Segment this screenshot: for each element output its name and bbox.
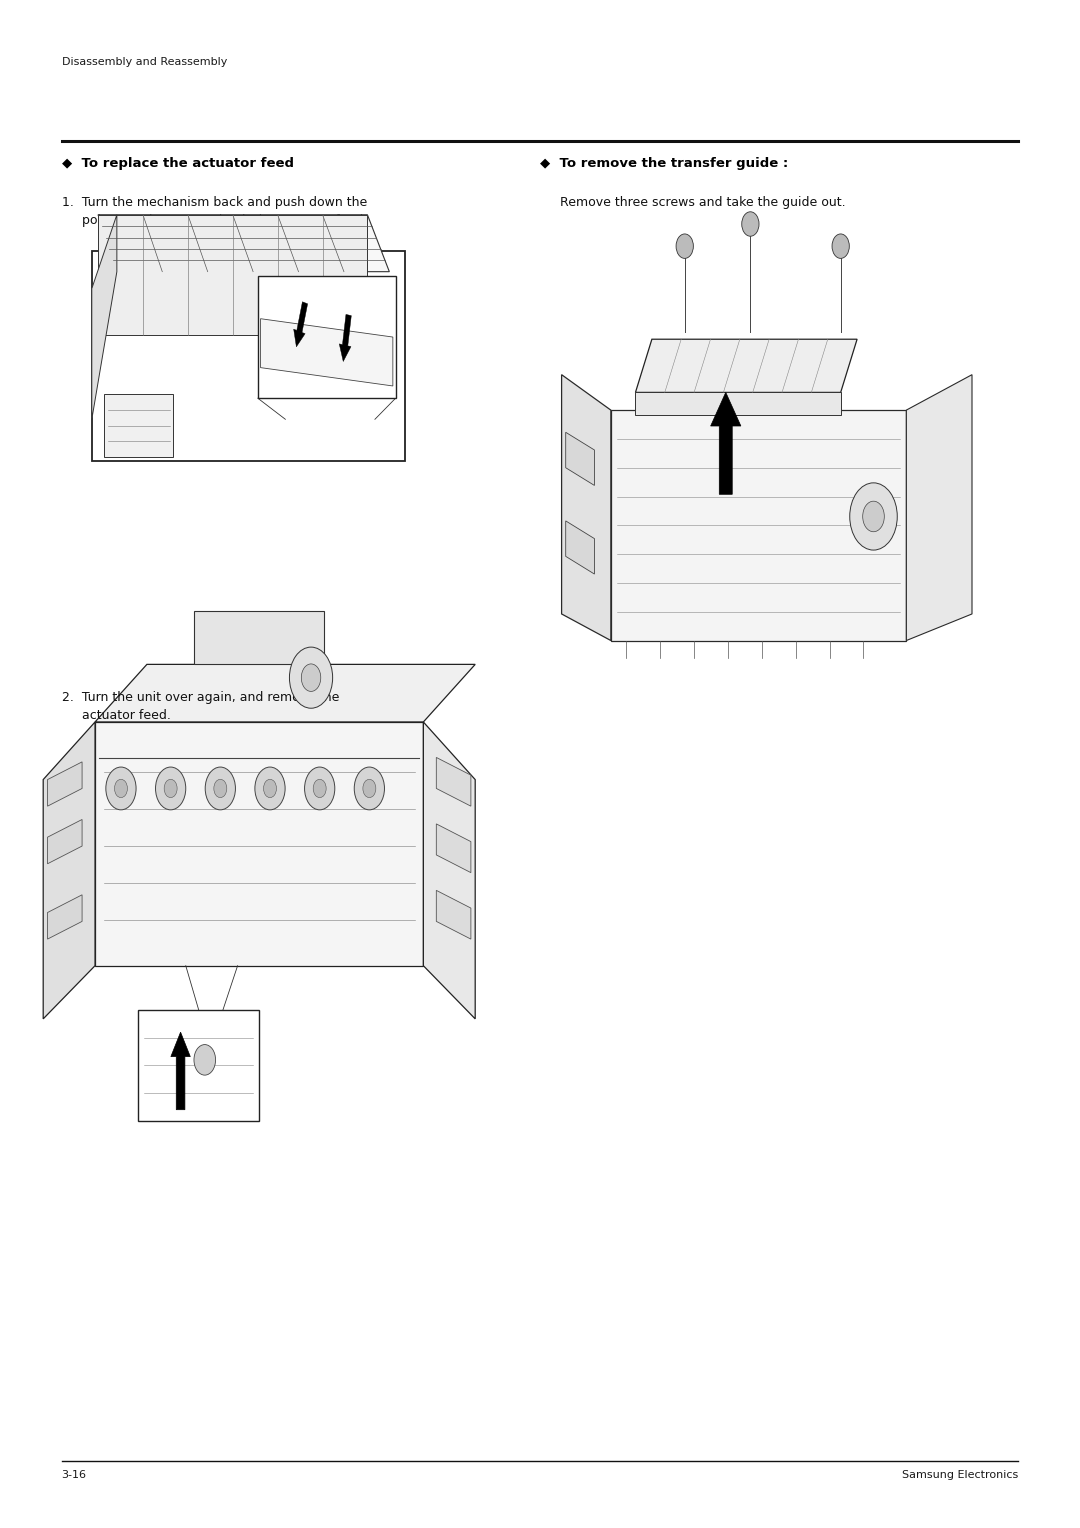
Polygon shape bbox=[562, 374, 611, 640]
Polygon shape bbox=[98, 215, 389, 272]
Bar bbox=[138, 1010, 259, 1120]
Text: Samsung Electronics: Samsung Electronics bbox=[902, 1470, 1018, 1481]
Polygon shape bbox=[566, 432, 594, 486]
Text: 2.  Turn the unit over again, and remove the
     actuator feed.: 2. Turn the unit over again, and remove … bbox=[62, 691, 339, 723]
Circle shape bbox=[832, 234, 849, 258]
Circle shape bbox=[156, 767, 186, 810]
Circle shape bbox=[214, 779, 227, 798]
Circle shape bbox=[255, 767, 285, 810]
Polygon shape bbox=[339, 315, 351, 362]
Circle shape bbox=[289, 646, 333, 709]
Circle shape bbox=[305, 767, 335, 810]
Circle shape bbox=[264, 779, 276, 798]
Polygon shape bbox=[48, 895, 82, 940]
Polygon shape bbox=[171, 1031, 190, 1109]
Polygon shape bbox=[436, 758, 471, 807]
Bar bbox=[92, 251, 405, 461]
Polygon shape bbox=[98, 215, 367, 335]
Polygon shape bbox=[43, 721, 95, 1019]
Polygon shape bbox=[48, 819, 82, 863]
Polygon shape bbox=[436, 824, 471, 872]
Circle shape bbox=[313, 779, 326, 798]
Polygon shape bbox=[635, 339, 858, 393]
Polygon shape bbox=[294, 303, 308, 347]
Polygon shape bbox=[906, 374, 972, 640]
Circle shape bbox=[354, 767, 384, 810]
Polygon shape bbox=[95, 665, 475, 721]
Text: 1.  Turn the mechanism back and push down the
     points as shown to unlatch th: 1. Turn the mechanism back and push down… bbox=[62, 196, 367, 228]
Circle shape bbox=[850, 483, 897, 550]
Circle shape bbox=[676, 234, 693, 258]
Polygon shape bbox=[423, 721, 475, 1019]
Circle shape bbox=[863, 501, 885, 532]
Text: 3-16: 3-16 bbox=[62, 1470, 86, 1481]
Polygon shape bbox=[635, 393, 840, 414]
Text: ◆  To replace the actuator feed: ◆ To replace the actuator feed bbox=[62, 157, 294, 171]
Polygon shape bbox=[194, 611, 324, 665]
Circle shape bbox=[363, 779, 376, 798]
Circle shape bbox=[205, 767, 235, 810]
Polygon shape bbox=[260, 319, 393, 387]
Bar bbox=[105, 394, 173, 457]
Circle shape bbox=[114, 779, 127, 798]
Polygon shape bbox=[711, 393, 741, 494]
Circle shape bbox=[164, 779, 177, 798]
Polygon shape bbox=[566, 521, 594, 575]
Polygon shape bbox=[95, 721, 423, 966]
Circle shape bbox=[742, 212, 759, 237]
Text: ◆  To remove the transfer guide :: ◆ To remove the transfer guide : bbox=[540, 157, 788, 171]
Bar bbox=[258, 277, 395, 399]
Polygon shape bbox=[436, 891, 471, 940]
Bar bbox=[611, 410, 906, 640]
Polygon shape bbox=[92, 215, 117, 419]
Text: Remove three screws and take the guide out.: Remove three screws and take the guide o… bbox=[540, 196, 846, 209]
Text: Disassembly and Reassembly: Disassembly and Reassembly bbox=[62, 57, 227, 67]
Circle shape bbox=[301, 663, 321, 691]
Polygon shape bbox=[48, 762, 82, 807]
Circle shape bbox=[194, 1045, 216, 1076]
Circle shape bbox=[106, 767, 136, 810]
